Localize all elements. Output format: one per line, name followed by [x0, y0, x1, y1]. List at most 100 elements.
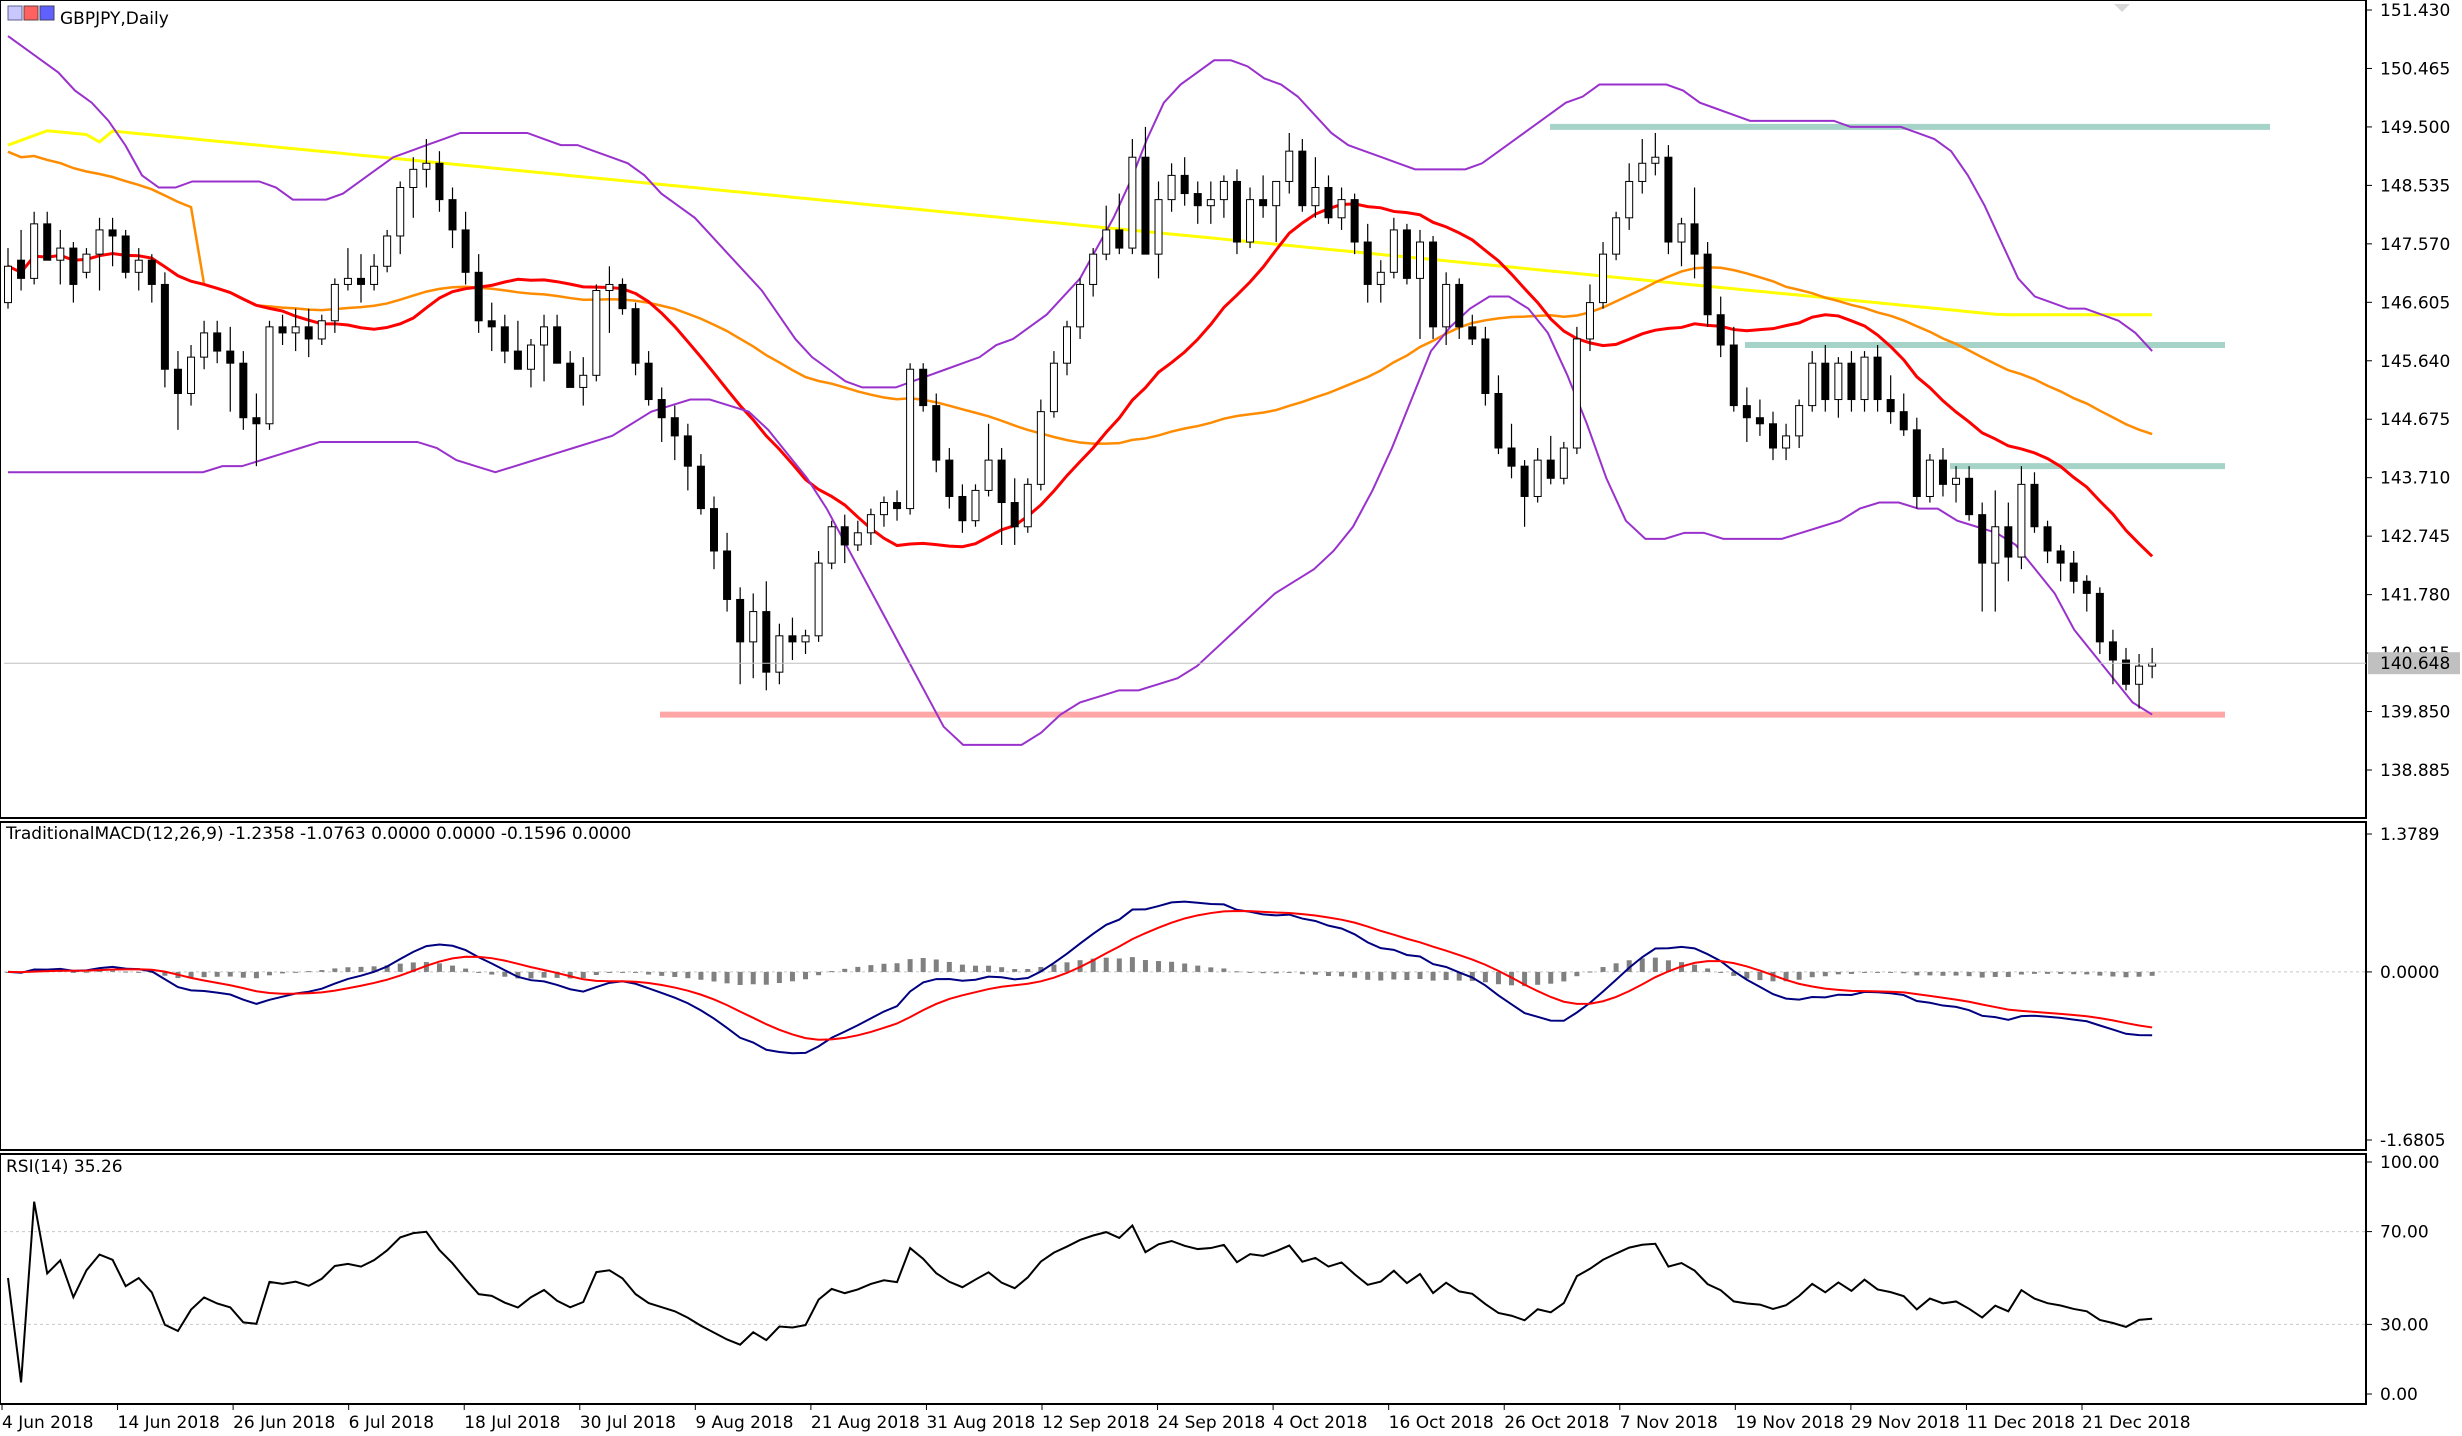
candle-bear: [2082, 580, 2091, 594]
macd-hist-bar: [646, 971, 652, 975]
macd-line: [7, 900, 2153, 1055]
x-axis-label: 18 Jul 2018: [464, 1413, 560, 1433]
macd-hist-bar: [1378, 971, 1384, 981]
macd-hist-bar: [332, 968, 338, 972]
candle-bull: [1625, 180, 1634, 219]
macd-hist-bar: [1273, 971, 1279, 974]
macd-hist-bar: [1064, 962, 1070, 972]
candle-bull: [56, 247, 65, 261]
macd-hist-bar: [358, 966, 364, 972]
macd-hist-bar: [476, 971, 482, 973]
macd-hist-bar: [1548, 971, 1554, 984]
macd-hist-bar: [1522, 971, 1528, 987]
candle-bull: [1925, 459, 1934, 497]
candle-bear: [1259, 199, 1268, 207]
candle-bear: [1703, 253, 1712, 316]
candle-bear: [500, 326, 509, 352]
macd-hist-bar: [489, 971, 495, 975]
macd-hist-bar: [266, 971, 272, 976]
candle-bull: [1337, 199, 1346, 219]
x-axis-label: 31 Aug 2018: [926, 1413, 1035, 1433]
macd-hist-bar: [1705, 968, 1711, 972]
candle-bull: [866, 514, 875, 534]
candle-bull: [984, 459, 993, 491]
macd-hist-bar: [1195, 965, 1201, 972]
candle-bull: [1952, 477, 1961, 485]
candle-bear: [1690, 223, 1699, 255]
macd-hist-bar: [1927, 971, 1933, 976]
candle-bull: [775, 635, 784, 673]
candle-bull: [1991, 526, 2000, 564]
candle-bear: [1468, 326, 1477, 340]
x-axis-label: 16 Oct 2018: [1389, 1413, 1494, 1433]
macd-hist-bar: [1574, 971, 1580, 977]
candle-bull: [1285, 150, 1294, 182]
candle-bear: [1141, 156, 1150, 255]
candle-bull: [814, 562, 823, 637]
candle-bull: [396, 187, 405, 237]
macd-hist-bar: [306, 971, 312, 973]
macd-hist-bar: [1456, 971, 1462, 981]
x-axis-label: 4 Jun 2018: [2, 1413, 93, 1433]
candle-bear: [173, 368, 182, 394]
x-axis-label: 21 Aug 2018: [811, 1413, 920, 1433]
macd-hist-bar: [1535, 971, 1541, 985]
macd-hist-bar: [619, 971, 625, 973]
macd-hist-bar: [724, 971, 730, 984]
candle-bear: [1402, 229, 1411, 279]
macd-signal-line: [7, 910, 2153, 1041]
candle-bull: [343, 277, 352, 285]
candle-bull: [1219, 180, 1228, 201]
candle-bear: [1520, 465, 1529, 497]
candle-bull: [383, 235, 392, 267]
macd-hist-bar: [1992, 971, 1998, 977]
macd-hist-bar: [972, 965, 978, 972]
candle-bull: [526, 344, 535, 370]
candle-bull: [906, 368, 915, 510]
macd-hist-bar: [515, 971, 521, 979]
candle-bull: [605, 283, 614, 291]
candle-bull: [827, 526, 836, 564]
candle-bear: [997, 459, 1006, 504]
candle-bear: [566, 362, 575, 388]
candle-bear: [1965, 477, 1974, 516]
macd-hist-bar: [1613, 963, 1619, 972]
macd-hist-bar: [763, 971, 769, 985]
x-axis-label: 30 Jul 2018: [580, 1413, 676, 1433]
macd-hist-bar: [188, 971, 194, 979]
candle-bull: [265, 326, 274, 425]
macd-hist-bar: [2136, 971, 2142, 977]
candle-bull: [1311, 187, 1320, 207]
macd-hist-bar: [672, 971, 678, 977]
macd-hist-bar: [1783, 971, 1789, 982]
candle-bear: [213, 332, 222, 352]
macd-hist-bar: [1940, 971, 1946, 976]
rsi-axis-label: 100.00: [2380, 1153, 2439, 1173]
candle-bear: [1938, 459, 1947, 485]
candle-bear: [239, 362, 248, 419]
macd-hist-bar: [1796, 971, 1802, 980]
macd-hist-bar: [907, 959, 913, 972]
dropdown-arrow-icon[interactable]: [2114, 4, 2130, 12]
candle-bear: [553, 326, 562, 364]
macd-hist-bar: [123, 971, 129, 973]
macd-hist-bar: [436, 963, 442, 972]
candle-bull: [1860, 356, 1869, 401]
macd-hist-bar: [633, 971, 639, 973]
candle-bear: [69, 247, 78, 285]
candle-bear: [1429, 241, 1438, 328]
macd-hist-bar: [868, 965, 874, 972]
candle-bull: [4, 265, 12, 304]
rsi-axis-label: 70.00: [2380, 1223, 2429, 1243]
macd-hist-bar: [1757, 971, 1763, 981]
price-axis-label: 143.710: [2380, 469, 2450, 489]
candle-bear: [2043, 526, 2052, 552]
candle-bull: [1834, 362, 1843, 401]
macd-hist-bar: [1038, 966, 1044, 972]
candle-bear: [2056, 550, 2065, 564]
macd-hist-bar: [1299, 971, 1305, 975]
macd-hist-bar: [1012, 969, 1018, 972]
rsi-title: RSI(14) 35.26: [6, 1157, 123, 1177]
